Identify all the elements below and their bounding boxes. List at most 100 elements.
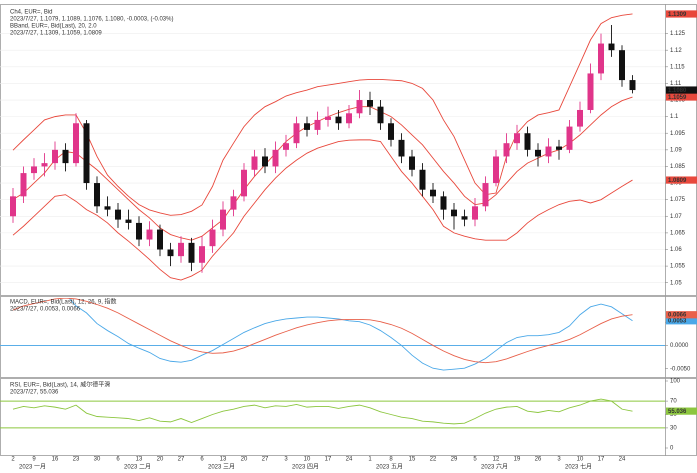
y-tick-label: 1.05 — [670, 280, 682, 286]
x-month-label: 2023 五月 — [376, 464, 403, 471]
candle-body — [157, 229, 163, 250]
y-tick-label: 1.065 — [670, 230, 686, 236]
y-tick-label: 1.1 — [670, 114, 679, 120]
price-tag-label: 0.0066 — [668, 313, 687, 319]
candle-body — [20, 173, 27, 197]
price-tag — [666, 10, 697, 18]
y-tick-label: 1.125 — [670, 31, 686, 37]
candle-body — [587, 73, 594, 110]
price-tag-label: 1.1080 — [668, 88, 687, 94]
candle-body — [608, 43, 615, 51]
price-tag — [666, 311, 697, 319]
panel-subtitle: 2023/7/27, 55.036 — [10, 390, 59, 396]
candle-body — [577, 109, 583, 127]
x-tick-label: 8 — [389, 457, 393, 463]
candle-body — [314, 119, 321, 130]
x-tick-label: 20 — [157, 457, 164, 463]
candle-body — [356, 100, 363, 114]
candle-body — [52, 149, 58, 164]
candle-body — [346, 113, 352, 124]
chart-layer: 1.051.0551.061.0651.071.0751.081.0851.09… — [0, 10, 697, 471]
candle-body — [104, 206, 111, 210]
candle-body — [598, 43, 604, 74]
candle-body — [230, 196, 237, 210]
price-tag — [666, 407, 697, 415]
x-tick-label: 5 — [473, 457, 477, 463]
candle-body — [62, 149, 69, 164]
series-line — [12, 298, 633, 364]
candle-body — [335, 116, 342, 124]
candle-body — [83, 123, 90, 184]
price-tag — [666, 176, 697, 184]
y-tick-label: 70 — [670, 399, 677, 405]
x-month-label: 2023 七月 — [565, 463, 592, 471]
y-tick-label: 0 — [670, 446, 674, 452]
candle-body — [188, 242, 195, 263]
candle-body — [73, 123, 79, 164]
candle-body — [94, 183, 100, 207]
candle-body — [619, 50, 625, 81]
price-tag — [666, 86, 697, 94]
plot-area — [0, 398, 665, 429]
x-tick-label: 30 — [94, 457, 101, 463]
candle-body — [293, 123, 300, 144]
candle-body — [325, 116, 331, 120]
candle-body — [482, 183, 489, 207]
x-tick-label: 15 — [409, 457, 416, 463]
x-tick-label: 13 — [136, 457, 143, 463]
candle-body — [545, 146, 552, 157]
panel-title: MACD, EUR=, Bid(Last), 12, 26, 9, 指数 — [10, 298, 117, 306]
candle-body — [524, 133, 531, 150]
x-tick-label: 24 — [619, 457, 626, 463]
price-tag-label: 0.0053 — [668, 319, 687, 325]
price-tag-label: 1.1309 — [668, 12, 687, 18]
panel-subtitle: 2023/7/27, 0.0053, 0.0066 — [10, 307, 81, 313]
candle-body — [377, 106, 384, 124]
y-tick-label: 1.095 — [670, 131, 686, 137]
series-line — [12, 139, 633, 281]
y-tick-label: 50 — [670, 412, 677, 418]
x-tick-label: 13 — [220, 457, 227, 463]
panel-title: RSI, EUR=, Bid(Last), 14, 威尔德平滑 — [10, 381, 110, 389]
candle-body — [503, 143, 510, 157]
x-tick-label: 9 — [32, 457, 36, 463]
y-tick-label: 1.055 — [670, 264, 686, 270]
y-tick-label: -0.0050 — [670, 366, 691, 372]
series-line — [12, 398, 633, 425]
x-tick-label: 6 — [116, 457, 120, 463]
x-tick-label: 1 — [368, 457, 372, 463]
series-line — [12, 13, 633, 216]
price-tag — [666, 317, 697, 325]
y-tick-label: 1.11 — [670, 81, 682, 87]
candle-body — [136, 222, 142, 240]
y-tick-label: 0.0000 — [670, 343, 689, 349]
x-tick-label: 6 — [200, 457, 204, 463]
x-tick-label: 20 — [241, 457, 248, 463]
candle-body — [41, 163, 48, 167]
candle-body — [388, 123, 394, 140]
chart-title: Ch4, EUR=, Bid — [10, 10, 53, 16]
candle-body — [283, 143, 289, 150]
candle-body — [451, 209, 457, 217]
candle-body — [199, 246, 205, 263]
x-tick-label: 22 — [430, 457, 437, 463]
x-tick-label: 17 — [598, 457, 605, 463]
x-tick-label: 23 — [73, 457, 80, 463]
x-tick-label: 2 — [11, 457, 15, 463]
candle-body — [272, 149, 279, 167]
candle-body — [514, 133, 520, 144]
candle-body — [167, 249, 174, 257]
band-subtitle: 2023/7/27, 1.1309, 1.1059, 1.0809 — [10, 31, 102, 37]
x-tick-label: 3 — [284, 457, 288, 463]
candle-body — [367, 100, 373, 107]
candle-body — [556, 146, 562, 150]
x-month-label: 2023 三月 — [208, 464, 235, 471]
candle-body — [461, 216, 468, 220]
y-tick-label: 1.075 — [670, 197, 686, 203]
macd-panel-frame — [0, 296, 697, 378]
x-tick-label: 12 — [493, 457, 500, 463]
series-line — [12, 96, 633, 241]
plot-area — [10, 13, 636, 281]
candle-body — [440, 196, 447, 210]
x-month-label: 2023 二月 — [124, 464, 151, 471]
